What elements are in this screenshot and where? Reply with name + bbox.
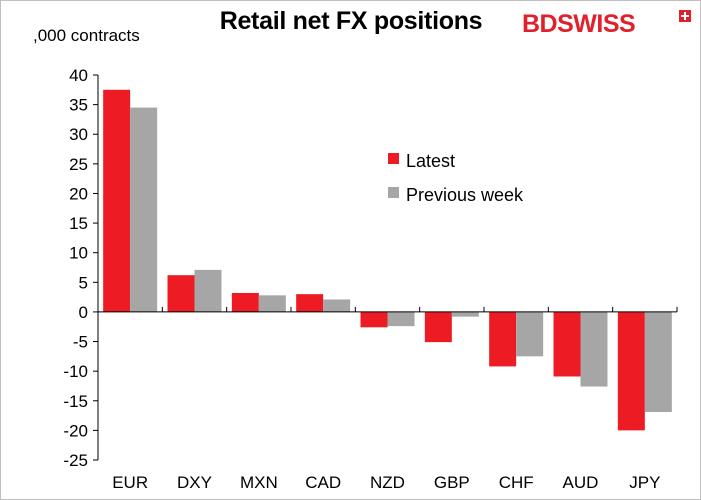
y-tick-label: -5	[73, 333, 88, 352]
x-tick-label: DXY	[177, 473, 212, 492]
y-tick-label: 5	[79, 273, 88, 292]
y-tick-label: 20	[69, 184, 88, 203]
bar-dxy-previous-week	[194, 269, 222, 312]
y-tick-label: 25	[69, 155, 88, 174]
y-tick-label: -10	[63, 362, 88, 381]
y-tick-label: 0	[79, 303, 88, 322]
bar-mxn-latest	[231, 292, 259, 312]
x-tick-label: AUD	[563, 473, 599, 492]
bar-gbp-latest	[424, 311, 452, 343]
x-tick-label: GBP	[434, 473, 470, 492]
bar-eur-previous-week	[130, 107, 158, 312]
y-axis-unit-label: ,000 contracts	[33, 26, 140, 45]
legend-swatch	[388, 187, 399, 198]
bar-dxy-latest	[167, 275, 195, 312]
x-tick-label: JPY	[629, 473, 660, 492]
y-tick-label: -20	[63, 421, 88, 440]
legend-swatch	[388, 153, 399, 164]
chart-title: Retail net FX positions	[219, 7, 483, 35]
bar-eur-latest	[103, 89, 131, 312]
y-tick-label: -25	[63, 451, 88, 470]
x-tick-label: MXN	[240, 473, 278, 492]
bar-nzd-latest	[360, 311, 388, 328]
bar-cad-previous-week	[323, 299, 351, 312]
y-tick-label: 30	[69, 125, 88, 144]
bdswiss-logo: BDSWISS	[522, 10, 636, 38]
bar-gbp-previous-week	[451, 311, 479, 317]
y-tick-label: 40	[69, 66, 88, 85]
bar-mxn-previous-week	[258, 295, 286, 312]
swiss-cross-icon	[679, 10, 691, 22]
bar-nzd-previous-week	[387, 311, 415, 327]
bar-chf-latest	[489, 311, 517, 367]
bar-chf-previous-week	[516, 311, 544, 357]
x-tick-label: CAD	[305, 473, 341, 492]
y-tick-label: 15	[69, 214, 88, 233]
bar-jpy-previous-week	[644, 311, 672, 413]
x-tick-label: EUR	[112, 473, 148, 492]
bar-cad-latest	[296, 294, 324, 312]
bar-aud-latest	[553, 311, 581, 377]
y-tick-label: 35	[69, 96, 88, 115]
legend-entry: Previous week	[406, 185, 524, 205]
y-tick-label: -15	[63, 392, 88, 411]
x-tick-label: NZD	[370, 473, 405, 492]
legend-entry: Latest	[406, 151, 455, 171]
bar-aud-previous-week	[580, 311, 608, 387]
y-tick-label: 10	[69, 244, 88, 263]
x-tick-label: CHF	[499, 473, 534, 492]
bar-jpy-latest	[617, 311, 645, 431]
